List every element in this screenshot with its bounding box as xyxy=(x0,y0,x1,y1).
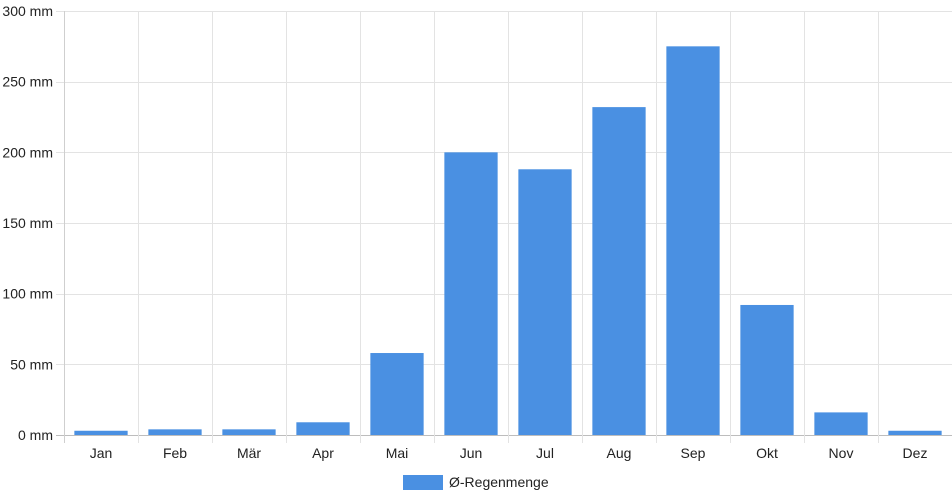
bar-Aug xyxy=(592,107,646,436)
x-tick-label: Apr xyxy=(312,445,334,461)
bar-Mai xyxy=(370,353,424,435)
x-tick-label: Nov xyxy=(829,445,854,461)
x-tick-label: Okt xyxy=(756,445,778,461)
bar-Jun xyxy=(444,152,498,436)
bar-Apr xyxy=(296,422,350,435)
x-tick-label: Dez xyxy=(903,445,928,461)
x-tick-label: Jul xyxy=(536,445,554,461)
y-tick-label: 200 mm xyxy=(2,144,53,160)
legend-swatch xyxy=(403,475,443,490)
legend[interactable]: Ø-Regenmenge xyxy=(403,474,549,490)
x-tick-label: Aug xyxy=(607,445,632,461)
y-tick-label: 100 mm xyxy=(2,286,53,302)
bar-Okt xyxy=(740,304,794,435)
bar-layer xyxy=(74,46,942,436)
y-tick-label: 50 mm xyxy=(10,356,53,372)
y-tick-label: 150 mm xyxy=(2,215,53,231)
y-tick-label: 300 mm xyxy=(2,3,53,19)
axis-layer: 0 mm 50 mm 100 mm 150 mm 200 mm 250 mm 300 mm J… xyxy=(2,3,927,461)
y-tick-label: 0 mm xyxy=(18,427,53,443)
x-tick-label: Jan xyxy=(90,445,113,461)
x-tick-label: Jun xyxy=(460,445,483,461)
y-tick-label: 250 mm xyxy=(2,74,53,90)
grid-layer xyxy=(56,11,952,443)
x-tick-label: Mär xyxy=(237,445,261,461)
x-tick-label: Feb xyxy=(163,445,187,461)
x-tick-label: Sep xyxy=(681,445,706,461)
bar-Feb xyxy=(148,429,202,435)
bar-Jan xyxy=(74,430,128,435)
bar-Dez xyxy=(888,430,942,435)
legend-label: Ø-Regenmenge xyxy=(449,474,549,490)
bar-Mär xyxy=(222,429,276,435)
bar-Jul xyxy=(518,169,572,435)
x-tick-label: Mai xyxy=(386,445,409,461)
bar-Sep xyxy=(666,46,720,435)
bar-Nov xyxy=(814,412,868,435)
